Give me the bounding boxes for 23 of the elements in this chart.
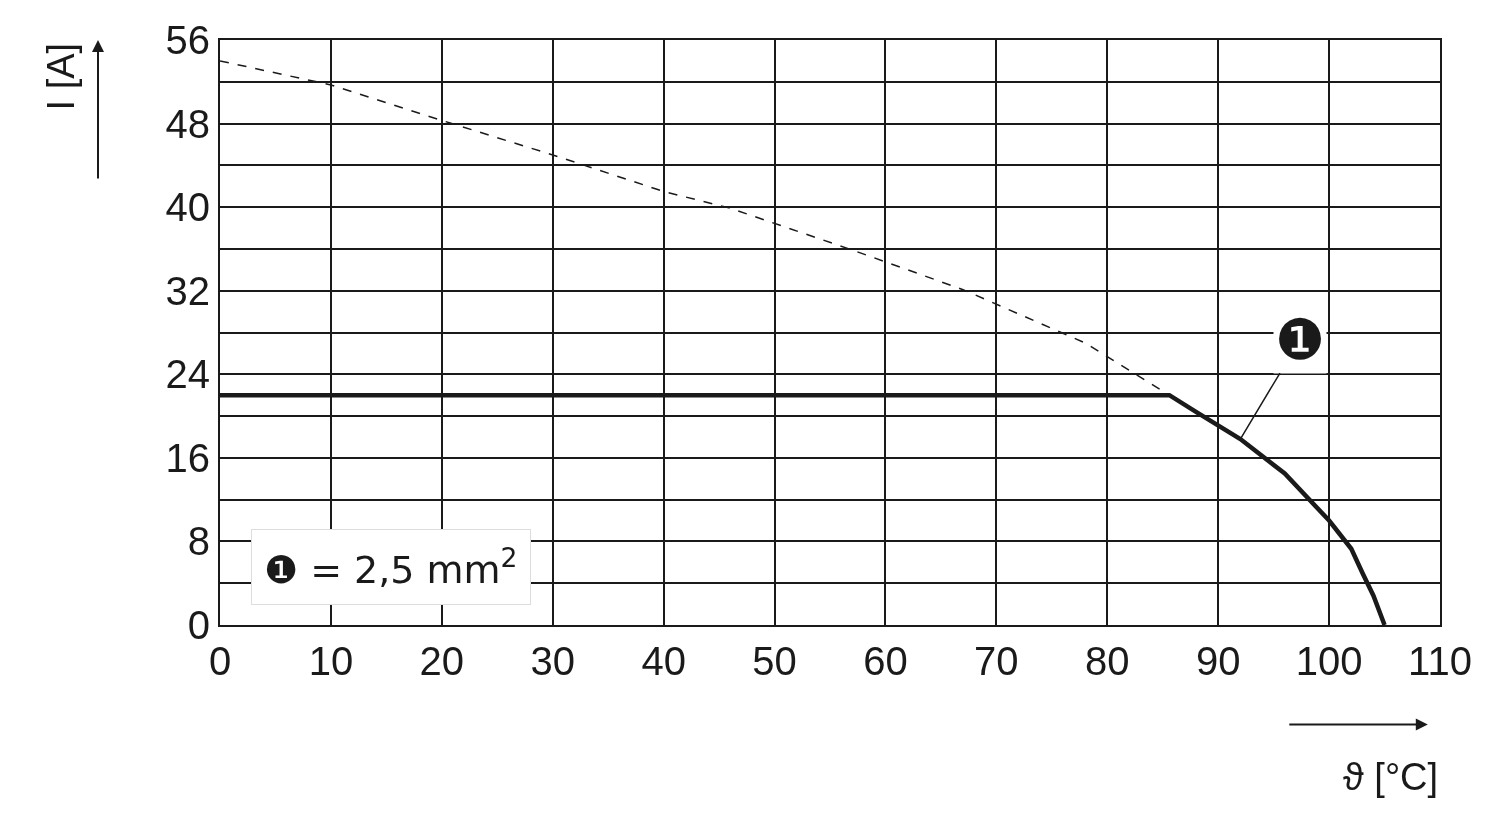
y-axis-title: I [A] <box>40 42 83 111</box>
y-tick-label: 0 <box>187 603 210 647</box>
x-tick-label: 40 <box>641 639 686 683</box>
x-tick-label: 30 <box>530 639 575 683</box>
x-tick-label: 10 <box>308 639 354 683</box>
x-tick-label: 70 <box>974 639 1019 683</box>
y-tick-label: 40 <box>165 185 210 230</box>
annotation: ❶ = 2,5 mm$^{2}$ <box>264 542 518 592</box>
y-tick-label: 24 <box>165 352 210 397</box>
y-tick-label: 56 <box>165 18 210 62</box>
x-tick-label: 20 <box>419 639 465 683</box>
x-tick-label: 110 <box>1408 639 1472 683</box>
x-tick-label: 90 <box>1195 639 1241 683</box>
y-tick-label: 8 <box>187 519 210 564</box>
annotation: ❶ <box>1275 307 1326 372</box>
y-tick-label: 48 <box>165 101 210 146</box>
x-axis-title: ϑ [°C] <box>1343 756 1439 798</box>
y-tick-label: 32 <box>165 268 210 313</box>
x-tick-label: 100 <box>1295 639 1363 683</box>
y-tick-label: 16 <box>165 435 210 480</box>
x-tick-label: 50 <box>752 639 797 683</box>
x-tick-label: 60 <box>863 639 908 683</box>
x-tick-label: 80 <box>1085 639 1130 683</box>
